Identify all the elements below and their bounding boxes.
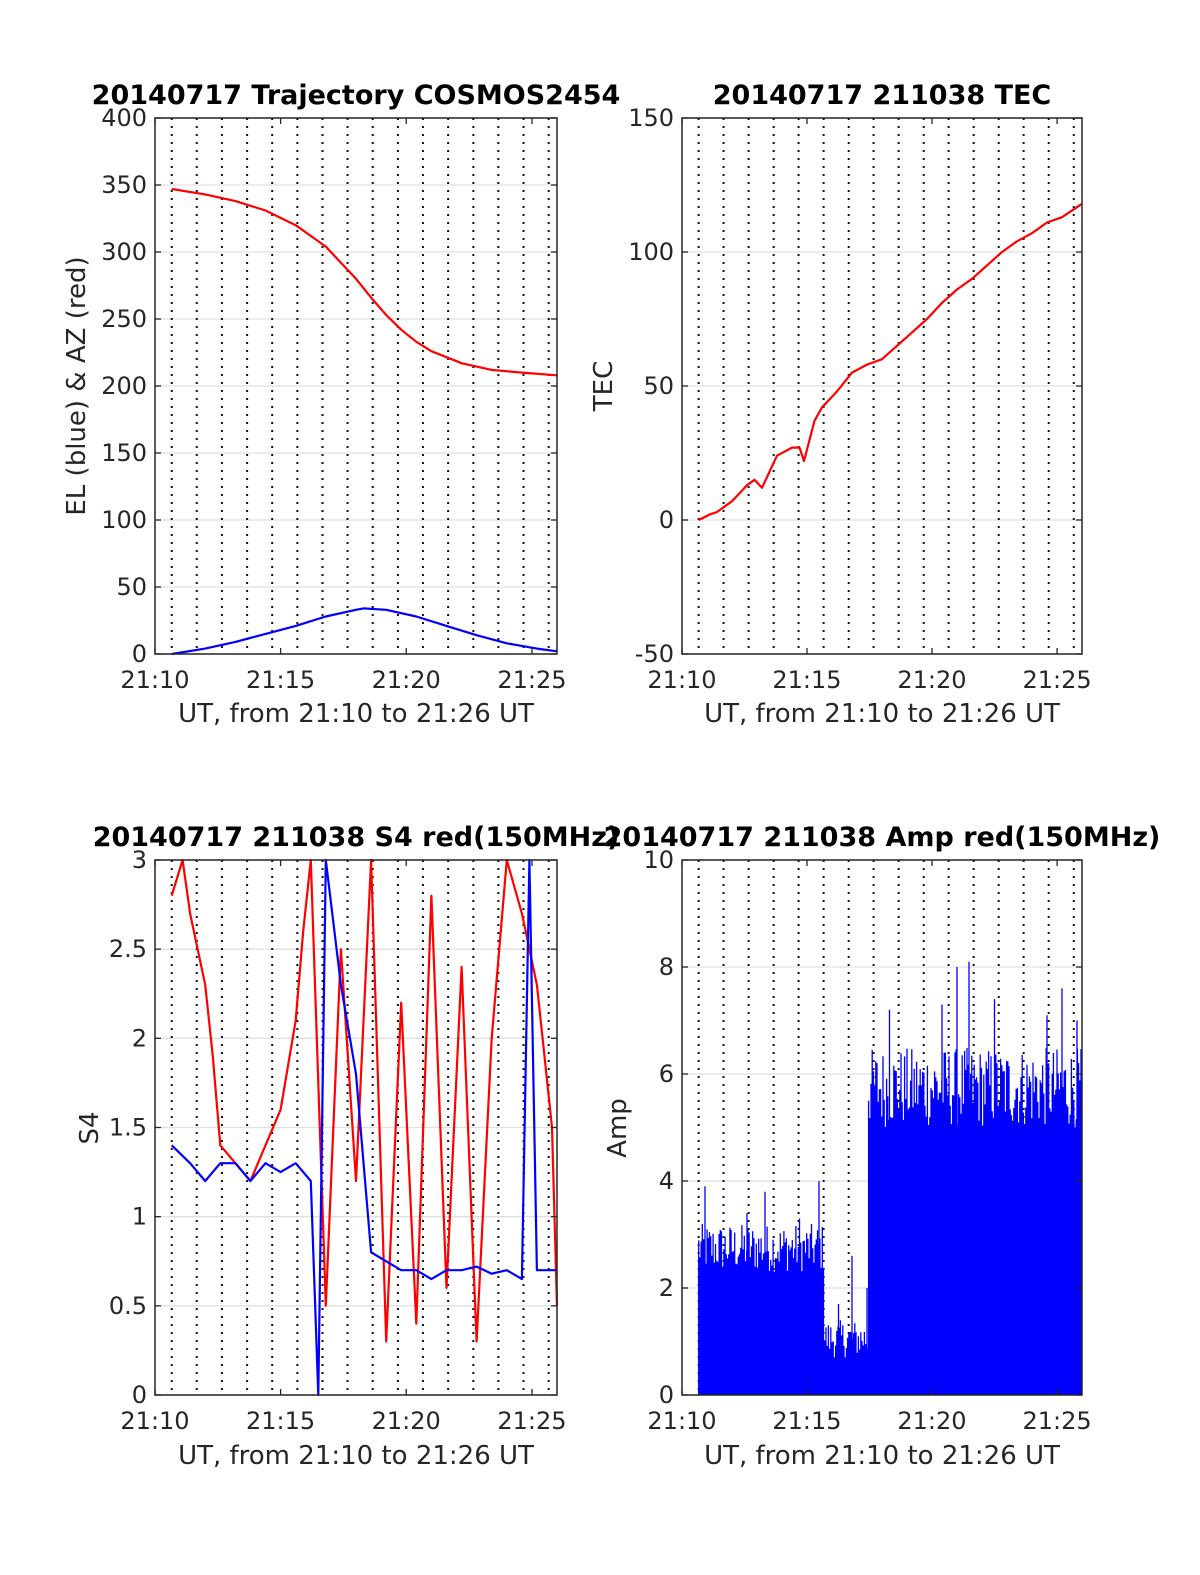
series-0-line [698, 202, 1083, 521]
x-axis-label: UT, from 21:10 to 21:26 UT [704, 699, 1060, 729]
dotted-time-lines [170, 860, 550, 1395]
x-ticks: 21:10 21:15 21:20 21:25 [647, 860, 1092, 1435]
dotted-time-lines [697, 118, 1075, 654]
y-tick-label-5: 10 [643, 846, 674, 874]
chart-title: 20140717 211038 S4 red(150MHz) [93, 822, 620, 853]
x-tick-label-0: 21:10 [647, 666, 716, 694]
dotted-time-lines [697, 860, 1075, 1395]
y-axis-label: S4 [75, 1111, 105, 1144]
x-tick-label-3: 21:25 [497, 666, 566, 694]
x-tick-label-3: 21:25 [497, 1407, 566, 1435]
y-tick-label-1: 0.5 [109, 1292, 147, 1320]
x-axis-label: UT, from 21:10 to 21:26 UT [178, 699, 534, 729]
y-ticks: 0 50 100 150 200 250 300 350 400 [101, 104, 557, 668]
chart-title: 20140717 211038 TEC [713, 80, 1052, 111]
x-tick-label-2: 21:20 [372, 666, 441, 694]
y-tick-label-2: 4 [659, 1167, 674, 1195]
series-0-trace [698, 961, 1082, 1395]
x-tick-label-3: 21:25 [1023, 666, 1092, 694]
y-axis-label: EL (blue) & AZ (red) [62, 256, 92, 515]
y-tick-label-3: 100 [628, 238, 674, 266]
x-ticks: 21:10 21:15 21:20 21:25 [120, 118, 567, 694]
chart-title: 20140717 211038 Amp red(150MHz) [604, 822, 1161, 853]
x-axis-label: UT, from 21:10 to 21:26 UT [704, 1441, 1060, 1471]
y-tick-label-0: 0 [659, 1381, 674, 1409]
y-tick-label-1: 50 [116, 573, 147, 601]
y-tick-label-7: 350 [101, 171, 147, 199]
x-tick-label-2: 21:20 [897, 1407, 966, 1435]
panel-trajectory: 0 50 100 150 200 250 300 350 400 21:10 21:15 21:20… [62, 80, 620, 729]
x-tick-label-2: 21:20 [897, 666, 966, 694]
y-tick-label-6: 3 [132, 846, 147, 874]
y-tick-label-3: 6 [659, 1060, 674, 1088]
dotted-time-lines [170, 118, 550, 654]
panel-amp: 0 2 4 6 8 10 21:10 21:15 21:20 21:25 20140717 21… [603, 822, 1160, 1471]
y-tick-label-4: 2 [132, 1024, 147, 1052]
y-tick-label-4: 150 [628, 104, 674, 132]
y-ticks: -50 0 50 100 150 [628, 104, 1082, 668]
series-group [171, 187, 558, 656]
chart-title: 20140717 Trajectory COSMOS2454 [92, 80, 621, 111]
y-tick-label-6: 300 [101, 238, 147, 266]
panel-tec: -50 0 50 100 150 21:10 21:15 21:20 21:25 201407… [589, 80, 1092, 729]
x-ticks: 21:10 21:15 21:20 21:25 [647, 118, 1092, 694]
x-tick-label-1: 21:15 [772, 666, 841, 694]
y-tick-label-0: 0 [132, 640, 147, 668]
x-tick-label-0: 21:10 [647, 1407, 716, 1435]
y-tick-label-1: 2 [659, 1274, 674, 1302]
y-tick-label-2: 1 [132, 1203, 147, 1231]
y-tick-label-3: 150 [101, 439, 147, 467]
x-tick-label-1: 21:15 [246, 666, 315, 694]
x-ticks: 21:10 21:15 21:20 21:25 [120, 860, 567, 1435]
y-tick-label-8: 400 [101, 104, 147, 132]
y-tick-label-3: 1.5 [109, 1114, 147, 1142]
y-tick-label-4: 8 [659, 953, 674, 981]
x-axis-label: UT, from 21:10 to 21:26 UT [178, 1441, 534, 1471]
y-axis-label: Amp [603, 1098, 633, 1158]
x-tick-label-3: 21:25 [1023, 1407, 1092, 1435]
y-axis-label: TEC [589, 361, 619, 412]
y-tick-label-2: 50 [643, 372, 674, 400]
y-tick-label-0: 0 [132, 1381, 147, 1409]
x-tick-label-0: 21:10 [120, 666, 189, 694]
x-tick-label-1: 21:15 [772, 1407, 841, 1435]
y-tick-label-1: 0 [659, 506, 674, 534]
y-ticks: 0 0.5 1 1.5 2 2.5 3 [109, 846, 557, 1409]
y-tick-label-4: 200 [101, 372, 147, 400]
y-tick-label-2: 100 [101, 506, 147, 534]
y-tick-label-5: 250 [101, 305, 147, 333]
series-group [698, 961, 1082, 1395]
x-tick-label-0: 21:10 [120, 1407, 189, 1435]
y-tick-label-5: 2.5 [109, 935, 147, 963]
series-group [698, 202, 1083, 521]
y-ticks: 0 2 4 6 8 10 [643, 846, 1082, 1409]
y-tick-label-0: -50 [635, 640, 674, 668]
x-tick-label-1: 21:15 [246, 1407, 315, 1435]
panel-s4: 0 0.5 1 1.5 2 2.5 3 21:10 21:15 21:20 21:25 20140… [75, 822, 619, 1471]
x-tick-label-2: 21:20 [372, 1407, 441, 1435]
